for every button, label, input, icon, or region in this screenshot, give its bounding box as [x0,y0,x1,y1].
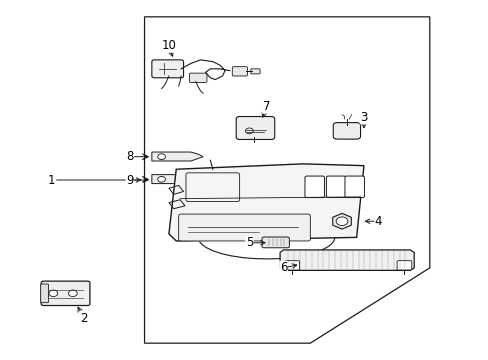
Circle shape [158,154,165,159]
FancyBboxPatch shape [326,176,345,198]
Text: 9: 9 [126,174,133,186]
Circle shape [335,217,347,226]
FancyBboxPatch shape [262,237,289,248]
FancyBboxPatch shape [41,284,48,303]
Text: 7: 7 [262,100,270,113]
FancyBboxPatch shape [189,73,206,82]
FancyBboxPatch shape [236,117,274,139]
Text: 1: 1 [48,174,56,186]
FancyBboxPatch shape [396,261,411,270]
Circle shape [49,290,58,297]
Polygon shape [280,250,413,270]
FancyBboxPatch shape [332,123,360,139]
FancyBboxPatch shape [178,214,310,241]
Polygon shape [152,152,203,161]
Circle shape [68,290,77,297]
FancyBboxPatch shape [232,67,247,76]
FancyBboxPatch shape [41,281,90,306]
Text: 8: 8 [126,150,133,163]
FancyBboxPatch shape [305,176,324,198]
FancyBboxPatch shape [344,176,364,198]
Text: 6: 6 [279,261,286,274]
Circle shape [158,176,165,182]
FancyBboxPatch shape [152,60,183,78]
Polygon shape [168,164,363,241]
Text: 2: 2 [80,311,87,325]
FancyBboxPatch shape [285,261,299,270]
FancyBboxPatch shape [250,69,260,74]
Polygon shape [152,175,205,184]
Text: 10: 10 [161,39,176,52]
Text: 4: 4 [374,215,382,228]
Text: 3: 3 [360,111,367,124]
Text: 5: 5 [245,236,253,249]
